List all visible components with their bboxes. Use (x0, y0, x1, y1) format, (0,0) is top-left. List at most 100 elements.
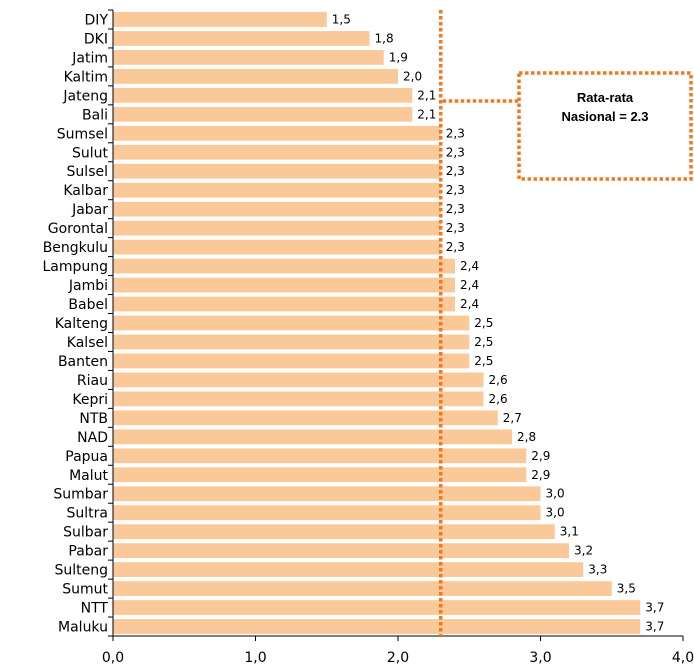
category-labels: DIY DKI Jatim Kaltim Jateng Bali Sumsel Sulut Su… (42, 12, 108, 635)
value-label: 2,1 (417, 107, 436, 121)
x-tick-label: 3,0 (529, 650, 551, 666)
bar-maluku (113, 619, 641, 634)
category-label: Sumsel (57, 126, 108, 142)
category-label: Papua (65, 449, 108, 465)
category-label: Sumut (62, 582, 108, 598)
category-label: Sulbar (63, 525, 108, 541)
value-label: 2,8 (517, 430, 536, 444)
bar-jateng (113, 87, 413, 103)
value-label: 1,8 (375, 31, 394, 45)
value-label: 3,0 (546, 487, 565, 501)
value-label: 2,3 (446, 145, 465, 159)
bar-kepri (113, 391, 484, 407)
value-label: 2,7 (503, 411, 522, 425)
category-label: Sultra (67, 506, 108, 522)
bar-malut (113, 467, 527, 483)
value-label: 2,4 (460, 297, 479, 311)
category-label: Bali (82, 107, 108, 123)
value-label: 3,7 (645, 601, 664, 615)
value-label: 3,1 (560, 525, 579, 539)
bar-kalbar (113, 182, 441, 198)
value-label: 2,4 (460, 259, 479, 273)
bar-gorontal (113, 220, 441, 236)
bar-sumsel (113, 125, 441, 141)
category-label: Lampung (42, 259, 108, 275)
value-label: 2,3 (446, 221, 465, 235)
value-labels: 1,5 1,8 1,9 2,0 2,1 2,1 2,3 2,3 2,3 2,3 2,3 2,3 2,3 2… (332, 12, 665, 633)
bar-bengkulu (113, 239, 441, 255)
x-tick-label: 2,0 (387, 650, 409, 666)
value-label: 2,5 (474, 335, 493, 349)
value-label: 2,3 (446, 164, 465, 178)
category-label: Kaltim (64, 69, 108, 85)
bar-jatim (113, 50, 384, 65)
average-callout-value: Nasional = 2.3 (561, 109, 648, 124)
bar-lampung (113, 258, 455, 274)
category-label: Kalsel (67, 335, 108, 351)
bar-riau (113, 372, 484, 388)
axes: 0,0 1,0 2,0 3,0 4,0 (102, 9, 694, 666)
value-label: 2,3 (446, 240, 465, 254)
category-label: Kepri (72, 392, 108, 408)
bar-sultra (113, 505, 541, 521)
value-label: 2,5 (474, 354, 493, 368)
category-label: Jateng (62, 88, 108, 104)
bars-layer (113, 12, 641, 634)
bar-pabar (113, 543, 569, 559)
value-label: 2,6 (489, 392, 508, 406)
bar-diy (113, 12, 327, 27)
value-label: 2,6 (489, 373, 508, 387)
average-callout-box (517, 71, 693, 181)
category-label: Sulut (72, 145, 109, 161)
category-label: Kalbar (63, 183, 108, 199)
x-tick-label: 4,0 (672, 650, 694, 666)
bar-kaltim (113, 68, 398, 84)
category-label: Sulsel (67, 164, 108, 180)
category-label: Sulteng (54, 563, 108, 579)
value-label: 3,3 (588, 563, 607, 577)
category-label: Bengkulu (43, 240, 108, 256)
value-label: 2,1 (417, 88, 436, 102)
value-label: 2,5 (474, 316, 493, 330)
x-tick-label: 0,0 (102, 650, 124, 666)
category-label: DIY (85, 12, 109, 28)
value-label: 1,9 (389, 50, 408, 64)
bar-sumbar (113, 486, 541, 502)
bar-kalteng (113, 315, 470, 331)
category-label: Sumbar (53, 487, 108, 503)
value-label: 2,3 (446, 202, 465, 216)
value-label: 2,9 (531, 449, 550, 463)
category-label: Maluku (58, 620, 108, 636)
category-label: NAD (77, 430, 108, 446)
bar-babel (113, 296, 455, 312)
bar-sulut (113, 144, 441, 160)
value-label: 3,0 (546, 506, 565, 520)
bar-sulteng (113, 562, 584, 578)
category-label: Jambi (68, 278, 108, 294)
category-label: Kalteng (55, 316, 108, 332)
value-label: 2,0 (403, 69, 422, 83)
value-label: 2,9 (531, 468, 550, 482)
value-label: 2,4 (460, 278, 479, 292)
bar-dki (113, 31, 370, 46)
value-label: 3,5 (617, 582, 636, 596)
category-label: NTB (79, 411, 108, 427)
bar-jabar (113, 201, 441, 217)
category-label: Jatim (71, 50, 108, 66)
reference-line-group: Rata-rata Nasional = 2.3 (439, 10, 693, 636)
bar-nad (113, 429, 512, 445)
value-label: 1,5 (332, 12, 351, 26)
bar-sulsel (113, 163, 441, 179)
category-label: Babel (68, 297, 108, 313)
category-label: Pabar (68, 544, 108, 560)
value-label: 3,7 (645, 620, 664, 634)
category-label: Riau (77, 373, 108, 389)
value-label: 2,3 (446, 183, 465, 197)
x-tick-label: 1,0 (244, 650, 266, 666)
category-label: DKI (84, 31, 108, 47)
value-label: 2,3 (446, 126, 465, 140)
category-label: Gorontal (48, 221, 108, 237)
bar-sumut (113, 581, 612, 596)
bar-banten (113, 353, 470, 369)
category-label: NTT (81, 601, 109, 617)
